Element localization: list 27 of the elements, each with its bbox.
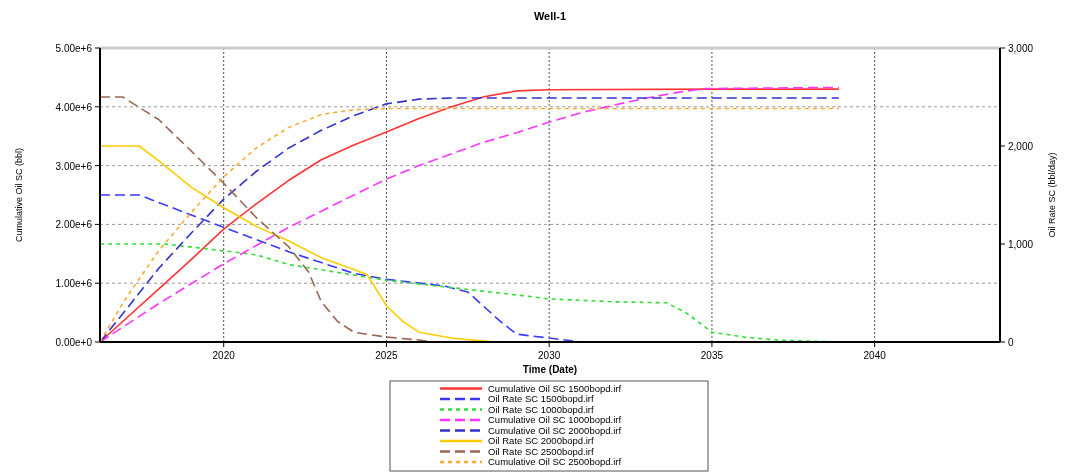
legend-label: Cumulative Oil SC 2500bopd.irf	[488, 456, 622, 467]
legend-label: Oil Rate SC 2500bopd.irf	[488, 445, 594, 457]
legend-label: Oil Rate SC 1000bopd.irf	[488, 403, 594, 415]
y-tick-label: 5.00e+6	[55, 43, 93, 54]
y2-tick-label: 1,000	[1008, 239, 1034, 250]
x-tick-label: 2030	[538, 350, 561, 361]
legend-label: Cumulative Oil SC 1000bopd.irf	[488, 414, 622, 425]
legend-label: Cumulative Oil SC 1500bopd.irf	[488, 382, 622, 394]
y-tick-label: 2.00e+6	[55, 219, 93, 231]
y2-tick-label: 2,000	[1008, 141, 1034, 152]
legend-label: Oil Rate SC 1500bopd.irf	[488, 393, 594, 404]
x-tick-label: 2025	[375, 350, 398, 361]
legend-label: Oil Rate SC 2000bopd.irf	[488, 435, 594, 446]
y-axis-title: Cumulative Oil SC (bbl)	[14, 147, 24, 243]
legend-label: Cumulative Oil SC 2000bopd.irf	[488, 424, 622, 436]
chart-title: Well-1	[533, 10, 567, 22]
y-tick-label: 4.00e+6	[55, 101, 93, 113]
y2-axis-title: Oil Rate SC (bbl/day)	[1047, 152, 1057, 238]
y2-tick-label: 3,000	[1008, 43, 1034, 54]
x-tick-label: 2020	[212, 350, 236, 361]
y2-tick-label: 0	[1008, 337, 1014, 348]
x-axis-title: Time (Date)	[522, 364, 578, 375]
y-tick-label: 3.00e+6	[55, 160, 93, 172]
x-tick-label: 2035	[700, 350, 724, 361]
y-tick-label: 1.00e+6	[55, 278, 93, 290]
y-tick-label: 0.00e+0	[55, 337, 93, 348]
x-tick-label: 2040	[863, 350, 887, 361]
